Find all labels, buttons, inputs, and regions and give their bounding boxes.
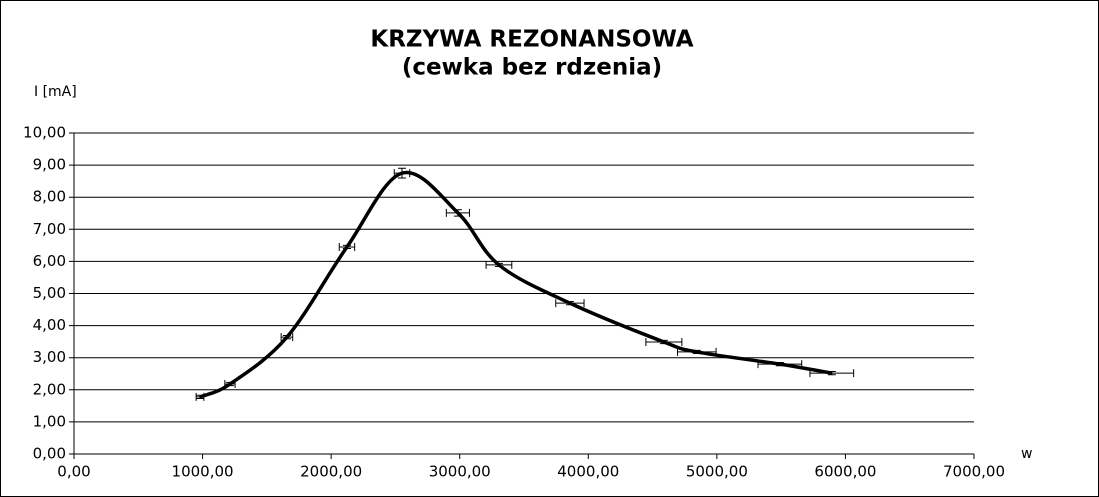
- y-tick-label: 5,00: [33, 284, 66, 302]
- y-error-bar: [453, 209, 462, 217]
- x-tick-label: 6000,00: [814, 463, 876, 481]
- y-error-bar: [225, 381, 234, 387]
- y-error-bar: [565, 301, 574, 306]
- x-tick-label: 0,00: [57, 463, 90, 481]
- chart-subtitle: (cewka bez rdzenia): [402, 55, 662, 81]
- y-error-bar: [692, 349, 701, 355]
- x-tick-label: 3000,00: [429, 463, 491, 481]
- y-tick-label: 10,00: [23, 124, 66, 142]
- x-tick-label: 7000,00: [943, 463, 1005, 481]
- y-tick-label: 2,00: [33, 380, 66, 398]
- x-tick-label: 4000,00: [557, 463, 619, 481]
- y-error-bar: [342, 244, 351, 250]
- y-tick-label: 8,00: [33, 188, 66, 206]
- x-tick-label: 5000,00: [686, 463, 748, 481]
- x-tick-label: 1000,00: [172, 463, 234, 481]
- y-error-bar: [827, 371, 836, 376]
- y-error-bar: [282, 335, 291, 340]
- y-error-bar: [659, 339, 668, 345]
- y-tick-label: 9,00: [33, 156, 66, 174]
- x-axis-label: w: [1021, 446, 1032, 462]
- y-error-bar: [775, 362, 784, 367]
- x-tick-label: 2000,00: [300, 463, 362, 481]
- y-axis-label: I [mA]: [34, 84, 77, 100]
- y-tick-label: 7,00: [33, 220, 66, 238]
- y-error-bar: [196, 394, 204, 399]
- y-tick-label: 6,00: [33, 252, 66, 270]
- y-tick-label: 3,00: [33, 348, 66, 366]
- y-tick-label: 1,00: [33, 412, 66, 430]
- y-error-bar: [397, 167, 406, 179]
- y-tick-label: 0,00: [33, 445, 66, 463]
- chart-title: KRZYWA REZONANSOWA: [370, 27, 693, 53]
- y-tick-label: 4,00: [33, 316, 66, 334]
- y-error-bar: [494, 262, 503, 268]
